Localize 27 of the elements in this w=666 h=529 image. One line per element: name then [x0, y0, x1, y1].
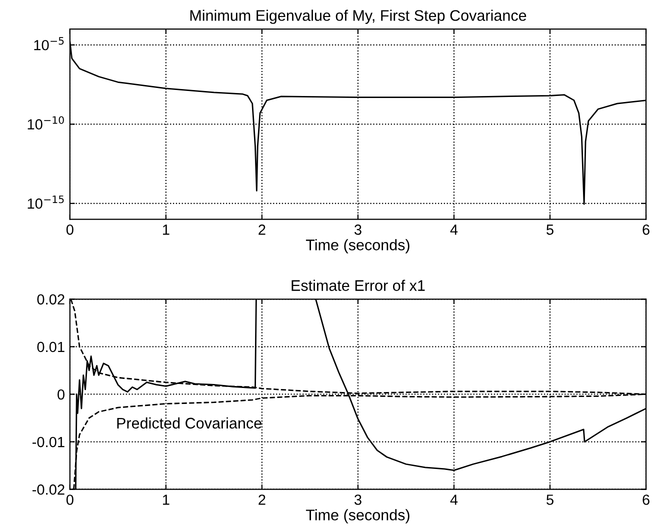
chart-title: Estimate Error of x1 [292, 280, 425, 291]
x-tick-label: 0 [66, 224, 74, 235]
x-tick-label: 5 [546, 494, 554, 505]
x-tick-label: 0 [66, 494, 74, 505]
y-tick-label: 10$^{−5}$ [34, 37, 64, 50]
x-tick-label: 1 [163, 494, 170, 505]
x-axis-title: Time (seconds) [306, 509, 410, 524]
x-tick-label: 4 [450, 494, 458, 505]
x-tick-label: 5 [546, 224, 554, 235]
annotation: Predicted Covariance [117, 417, 262, 429]
x-tick-label: 1 [163, 224, 170, 235]
x-tick-label: 6 [642, 494, 650, 505]
x-tick-label: 6 [642, 224, 650, 235]
x-tick-label: 2 [258, 494, 266, 505]
x-tick-label: 3 [354, 494, 362, 505]
y-tick-label: 0 [58, 389, 64, 400]
y-tick-label: 10$^{−10}$ [28, 116, 64, 130]
chart-title: Minimum Eigenvalue of My, First Step Covariance [190, 10, 526, 24]
y-tick-label: 10$^{−15}$ [28, 196, 64, 209]
x-tick-label: 3 [354, 224, 362, 235]
y-tick-label: 0.02 [37, 294, 64, 305]
y-tick-label: -0.01 [32, 436, 64, 448]
x-tick-label: 4 [450, 224, 458, 235]
x-axis-title: Time (seconds) [306, 239, 410, 254]
x-tick-label: 2 [258, 224, 266, 235]
y-tick-label: 0.01 [37, 342, 64, 352]
y-tick-label: -0.02 [32, 484, 64, 495]
